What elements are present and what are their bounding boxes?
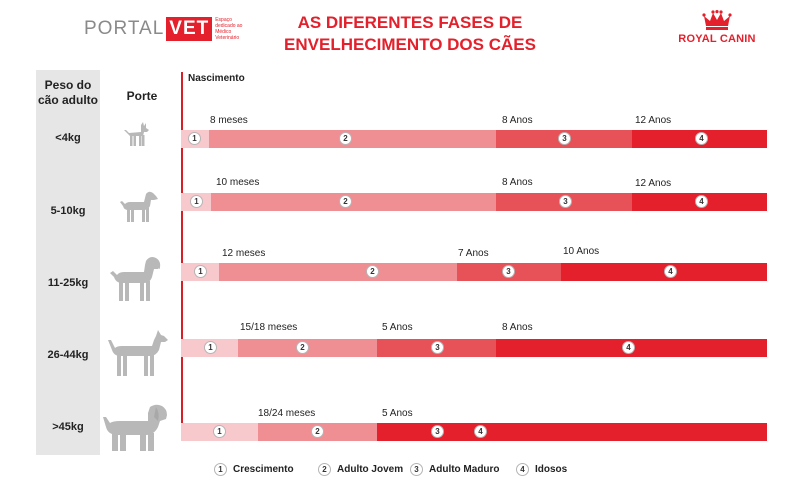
birth-axis-line: [181, 72, 183, 440]
stage-number-2: 2: [339, 132, 352, 145]
stage-number-3: 3: [431, 425, 444, 438]
large-dog-icon: [108, 330, 168, 376]
stage-bar-row-4: 1 2 3 4: [181, 339, 767, 357]
tiny-dog-icon: [124, 122, 149, 146]
weight-header-line-1: Peso do: [44, 78, 92, 92]
stage-3-start-label: 5 Anos: [382, 322, 413, 333]
title-line-1: AS DIFERENTES FASES DE: [297, 13, 523, 32]
title-line-2: ENVELHECIMENTO DOS CÃES: [284, 35, 536, 54]
stage-2-segment: 2: [211, 193, 496, 211]
weight-label-row-1: <4kg: [55, 132, 81, 144]
small-dog-icon: [120, 191, 158, 222]
legend-label-2: Adulto Jovem: [337, 464, 404, 475]
stage-2-start-label: 8 meses: [210, 115, 248, 126]
weight-header-line-2: cão adulto: [37, 93, 98, 107]
stage-4-start-label: 10 Anos: [563, 246, 600, 257]
stage-number-3: 3: [559, 195, 572, 208]
stage-4-segment: 4: [632, 193, 767, 211]
stage-2-segment: 2: [238, 339, 377, 357]
stage-3-segment: 3: [496, 130, 632, 148]
stage-2-segment: 2: [209, 130, 496, 148]
birth-label: Nascimento: [188, 73, 245, 84]
stage-3-start-label: 5 Anos: [382, 408, 413, 419]
weight-label-row-4: 26-44kg: [47, 349, 89, 361]
giant-dog-icon: [103, 404, 167, 451]
portalvet-logo: PORTAL VET Espaço dedicado ao Médico Vet…: [84, 16, 253, 42]
stage-4-segment: 4: [632, 130, 767, 148]
legend-item-young-adult: 2 Adulto Jovem: [318, 463, 403, 476]
stage-3-segment: 3: [377, 339, 496, 357]
stage-number-1: 1: [213, 425, 226, 438]
stage-number-1: 1: [188, 132, 201, 145]
legend-number-4: 4: [516, 463, 529, 476]
royal-canin-logo: ROYAL CANIN: [674, 10, 760, 45]
stage-bar-row-2: 1 2 3 4: [181, 193, 767, 211]
stage-number-3: 3: [431, 341, 444, 354]
stage-2-start-label: 10 meses: [216, 177, 260, 188]
stage-number-3: 3: [502, 265, 515, 278]
weight-column-background: [36, 70, 100, 455]
stage-2-segment: 2: [219, 263, 457, 281]
legend-number-1: 1: [214, 463, 227, 476]
legend-number-3: 3: [410, 463, 423, 476]
stage-1-segment: 1: [181, 263, 219, 281]
stage-number-1: 1: [190, 195, 203, 208]
brand-name: ROYAL CANIN: [678, 33, 756, 45]
weight-label-row-3: 11-25kg: [47, 277, 89, 289]
legend-number-2: 2: [318, 463, 331, 476]
crown-icon: [702, 10, 732, 30]
stage-1-segment: 1: [181, 193, 211, 211]
stage-1-segment: 1: [181, 130, 209, 148]
page-title: AS DIFERENTES FASES DE ENVELHECIMENTO DO…: [250, 12, 570, 56]
stage-number-1: 1: [194, 265, 207, 278]
stage-3-segment: 3: [496, 193, 632, 211]
weight-label-row-2: 5-10kg: [50, 205, 86, 217]
stage-4-segment: 4: [561, 263, 767, 281]
stage-number-2: 2: [311, 425, 324, 438]
stage-2-segment: 2: [258, 423, 377, 441]
stage-3-start-label: 8 Anos: [502, 115, 533, 126]
stage-number-4: 4: [664, 265, 677, 278]
stage-3-4-segment: 3 4: [377, 423, 767, 441]
stage-number-2: 2: [296, 341, 309, 354]
legend-item-mature-adult: 3 Adulto Maduro: [410, 463, 500, 476]
stage-4-segment: 4: [496, 339, 767, 357]
stage-number-2: 2: [366, 265, 379, 278]
stage-1-segment: 1: [181, 339, 238, 357]
stage-4-start-label: 12 Anos: [635, 115, 672, 126]
stage-4-start-label: 8 Anos: [502, 322, 533, 333]
stage-3-segment: 3: [457, 263, 561, 281]
logo-vet-text: VET: [166, 17, 213, 41]
stage-bar-row-3: 1 2 3 4: [181, 263, 767, 281]
stage-2-start-label: 15/18 meses: [240, 322, 298, 333]
stage-number-4: 4: [474, 425, 487, 438]
stage-number-4: 4: [695, 195, 708, 208]
logo-tagline: Espaço dedicado ao Médico Veterinário: [215, 17, 243, 41]
stage-3-start-label: 8 Anos: [502, 177, 533, 188]
stage-number-3: 3: [558, 132, 571, 145]
stage-bar-row-1: 1 2 3 4: [181, 130, 767, 148]
stage-2-start-label: 12 meses: [222, 248, 266, 259]
medium-dog-icon: [110, 257, 161, 301]
stage-number-1: 1: [204, 341, 217, 354]
legend-label-4: Idosos: [535, 464, 568, 475]
size-column-header: Porte: [126, 89, 158, 103]
stage-3-start-label: 7 Anos: [458, 248, 489, 259]
stage-number-2: 2: [339, 195, 352, 208]
stage-number-4: 4: [695, 132, 708, 145]
stage-bar-row-5: 1 2 3 4: [181, 423, 767, 441]
legend-label-3: Adulto Maduro: [429, 464, 500, 475]
legend-item-growth: 1 Crescimento: [214, 463, 294, 476]
legend-item-senior: 4 Idosos: [516, 463, 567, 476]
legend-label-1: Crescimento: [233, 464, 294, 475]
weight-column-header: Peso do cão adulto: [36, 78, 100, 108]
weight-label-row-5: >45kg: [52, 421, 84, 433]
stage-1-segment: 1: [181, 423, 258, 441]
logo-portal-text: PORTAL: [84, 18, 165, 39]
stage-number-4: 4: [622, 341, 635, 354]
stage-4-start-label: 12 Anos: [635, 178, 672, 189]
stage-2-start-label: 18/24 meses: [258, 408, 316, 419]
